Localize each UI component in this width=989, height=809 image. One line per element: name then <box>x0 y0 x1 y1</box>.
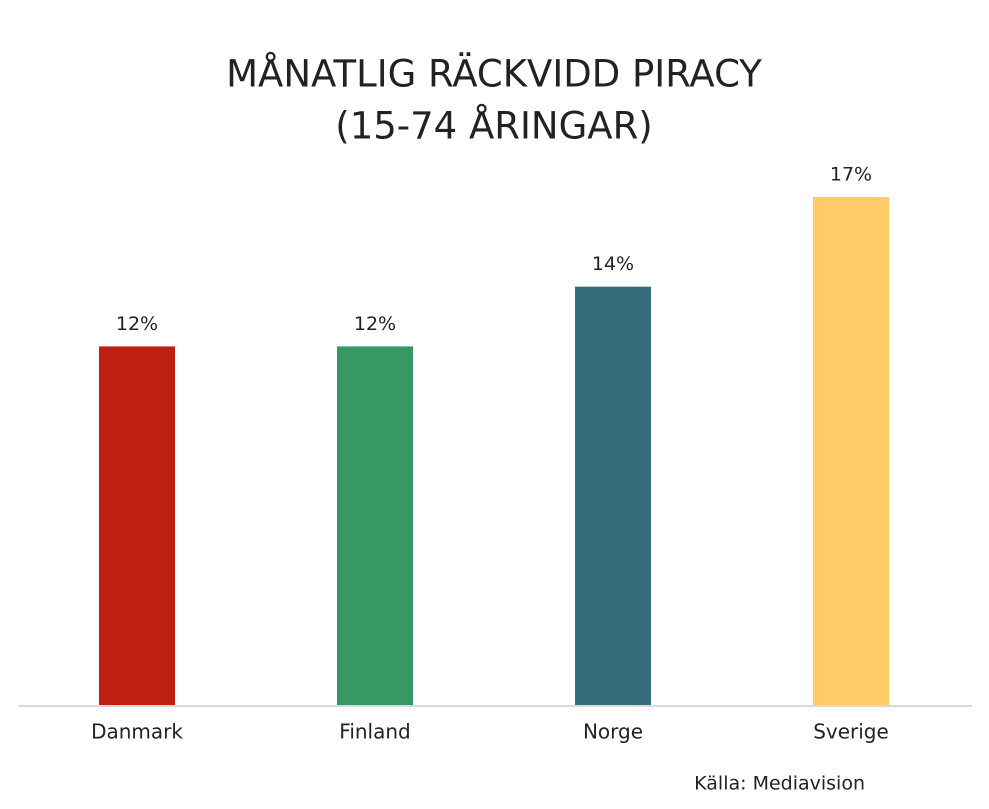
bar <box>575 286 651 705</box>
bar <box>99 346 175 705</box>
value-label: 14% <box>592 253 634 275</box>
bar <box>337 346 413 705</box>
value-label: 12% <box>354 313 396 335</box>
value-label: 17% <box>830 164 872 186</box>
x-tick-label: Finland <box>339 720 410 744</box>
source-note: Källa: Mediavision <box>694 773 865 795</box>
chart-title: MÅNATLIG RÄCKVIDD PIRACY <box>226 52 762 96</box>
value-label: 12% <box>116 313 158 335</box>
bar <box>813 197 889 705</box>
x-tick-label: Sverige <box>813 720 889 744</box>
x-tick-label: Danmark <box>91 720 183 744</box>
chart-subtitle: (15-74 ÅRINGAR) <box>335 104 652 148</box>
x-tick-label: Norge <box>583 720 643 744</box>
